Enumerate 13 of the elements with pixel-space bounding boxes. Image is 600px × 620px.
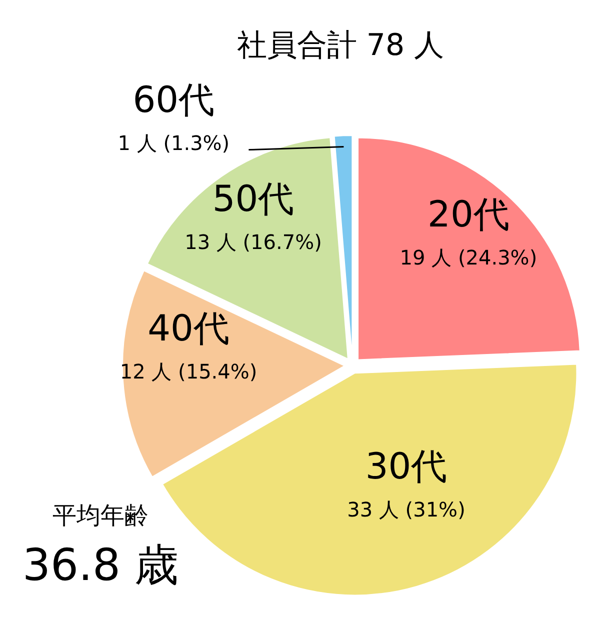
- data-label: 1 人 (1.3%): [118, 130, 230, 155]
- slice-label: 20代: [428, 194, 510, 236]
- slice-label: 50代: [212, 178, 294, 220]
- slice-label: 30代: [365, 446, 448, 488]
- text: 平均年齢: [52, 502, 148, 530]
- slice-label: 40代: [148, 308, 230, 350]
- chart-title: 社員合計 78 人: [236, 28, 444, 63]
- data-label: 12 人 (15.4%): [120, 360, 258, 384]
- data-label: 19 人 (24.3%): [400, 245, 538, 270]
- data-label: 13 人 (16.7%): [184, 230, 322, 254]
- data-label: 33 人 (31%): [347, 498, 466, 522]
- text: 36.8 歳: [22, 540, 178, 591]
- slice-label: 60代: [132, 80, 215, 121]
